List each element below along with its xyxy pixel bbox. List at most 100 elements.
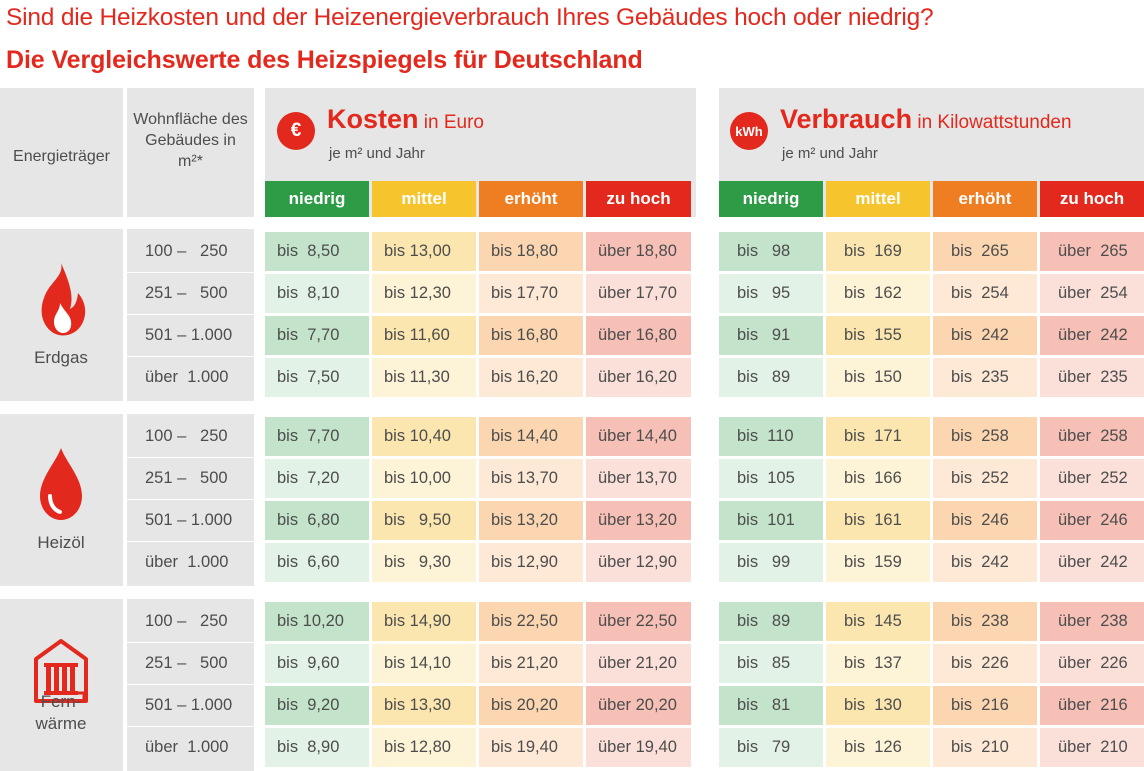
consumption-cell: bis 235	[933, 358, 1037, 397]
consumption-cell: bis 130	[826, 686, 930, 725]
consumption-cell: über 238	[1040, 602, 1144, 641]
consumption-cell: bis 162	[826, 274, 930, 313]
cost-cell: über 19,40	[586, 728, 691, 767]
consumption-cell: über 226	[1040, 644, 1144, 683]
costs-level-header-0: niedrig	[265, 181, 369, 217]
carrier-panel	[0, 599, 123, 771]
cost-cell: bis 7,20	[265, 459, 369, 498]
consumption-cell: bis 159	[826, 543, 930, 582]
carrier-name: Erdgas	[34, 348, 88, 367]
cost-cell: über 13,70	[586, 459, 691, 498]
costs-level-header-3: zu hoch	[586, 181, 691, 217]
area-range-cell: über 1.000	[145, 368, 229, 386]
consumption-cell: bis 265	[933, 232, 1037, 271]
cost-cell: bis 13,30	[372, 686, 476, 725]
cost-cell: über 17,70	[586, 274, 691, 313]
oil-drop-icon	[30, 444, 92, 524]
cost-cell: bis 12,90	[479, 543, 583, 582]
area-range-cell: 251 – 500	[145, 654, 228, 672]
cost-cell: über 14,40	[586, 417, 691, 456]
cost-cell: bis 9,20	[265, 686, 369, 725]
consumption-cell: bis 99	[719, 543, 823, 582]
cost-cell: bis 14,10	[372, 644, 476, 683]
area-panel	[127, 414, 254, 586]
consumption-level-header-1: mittel	[826, 181, 930, 217]
consumption-cell: bis 252	[933, 459, 1037, 498]
consumption-cell: bis 226	[933, 644, 1037, 683]
cost-cell: bis 11,30	[372, 358, 476, 397]
consumption-title: Verbrauch in Kilowattstunden	[780, 104, 1072, 135]
consumption-cell: bis 95	[719, 274, 823, 313]
consumption-cell: über 242	[1040, 543, 1144, 582]
consumption-level-header-3: zu hoch	[1040, 181, 1144, 217]
consumption-cell: bis 246	[933, 501, 1037, 540]
cost-cell: bis 10,00	[372, 459, 476, 498]
header-panel-carrier	[0, 88, 123, 217]
consumption-title-unit: in Kilowattstunden	[912, 112, 1072, 133]
consumption-cell: bis 126	[826, 728, 930, 767]
cost-cell: über 21,20	[586, 644, 691, 683]
cost-cell: bis 12,80	[372, 728, 476, 767]
cost-cell: bis 21,20	[479, 644, 583, 683]
cost-cell: bis 16,80	[479, 316, 583, 355]
cost-cell: bis 7,70	[265, 316, 369, 355]
cost-cell: bis 9,50	[372, 501, 476, 540]
header-panel-area	[127, 88, 254, 217]
area-range-cell: 251 – 500	[145, 284, 228, 302]
cost-cell: bis 22,50	[479, 602, 583, 641]
consumption-cell: über 252	[1040, 459, 1144, 498]
row-divider	[127, 684, 254, 685]
cost-cell: über 22,50	[586, 602, 691, 641]
header-area-label: Wohnfläche des Gebäudes in m²*	[133, 111, 248, 170]
consumption-cell: über 258	[1040, 417, 1144, 456]
consumption-cell: bis 161	[826, 501, 930, 540]
header-carrier-label: Energieträger	[13, 148, 110, 165]
cost-cell: bis 13,00	[372, 232, 476, 271]
row-divider	[127, 314, 254, 315]
consumption-cell: über 216	[1040, 686, 1144, 725]
cost-cell: bis 7,70	[265, 417, 369, 456]
area-range-cell: 501 – 1.000	[145, 326, 233, 344]
costs-title-unit: in Euro	[418, 112, 484, 133]
area-range-cell: 100 – 250	[145, 242, 228, 260]
flame-icon	[30, 259, 92, 339]
consumption-cell: über 235	[1040, 358, 1144, 397]
cost-cell: bis 12,30	[372, 274, 476, 313]
area-range-cell: über 1.000	[145, 738, 229, 756]
cost-cell: über 16,20	[586, 358, 691, 397]
title-line-2: Die Vergleichswerte des Heizspiegels für…	[6, 46, 643, 74]
cost-cell: über 20,20	[586, 686, 691, 725]
cost-cell: bis 13,70	[479, 459, 583, 498]
cost-cell: bis 16,20	[479, 358, 583, 397]
consumption-cell: bis 137	[826, 644, 930, 683]
row-divider	[127, 356, 254, 357]
consumption-cell: über 210	[1040, 728, 1144, 767]
consumption-cell: bis 79	[719, 728, 823, 767]
cost-cell: bis 7,50	[265, 358, 369, 397]
consumption-cell: bis 254	[933, 274, 1037, 313]
cost-cell: über 13,20	[586, 501, 691, 540]
cost-cell: bis 9,30	[372, 543, 476, 582]
cost-cell: bis 20,20	[479, 686, 583, 725]
consumption-cell: bis 89	[719, 602, 823, 641]
consumption-cell: bis 155	[826, 316, 930, 355]
carrier-name: Fern- wärme	[35, 692, 87, 733]
consumption-badge-icon: kWh	[730, 112, 768, 150]
cost-cell: bis 10,40	[372, 417, 476, 456]
row-divider	[127, 726, 254, 727]
cost-cell: bis 10,20	[265, 602, 369, 641]
consumption-cell: bis 89	[719, 358, 823, 397]
cost-cell: bis 8,90	[265, 728, 369, 767]
consumption-cell: bis 81	[719, 686, 823, 725]
row-divider	[127, 499, 254, 500]
consumption-title-main: Verbrauch	[780, 104, 913, 134]
area-range-cell: 501 – 1.000	[145, 511, 233, 529]
cost-cell: bis 14,40	[479, 417, 583, 456]
cost-cell: bis 9,60	[265, 644, 369, 683]
costs-subtitle: je m² und Jahr	[329, 145, 425, 162]
consumption-cell: über 246	[1040, 501, 1144, 540]
cost-cell: bis 18,80	[479, 232, 583, 271]
consumption-cell: bis 238	[933, 602, 1037, 641]
consumption-cell: bis 258	[933, 417, 1037, 456]
cost-cell: bis 17,70	[479, 274, 583, 313]
